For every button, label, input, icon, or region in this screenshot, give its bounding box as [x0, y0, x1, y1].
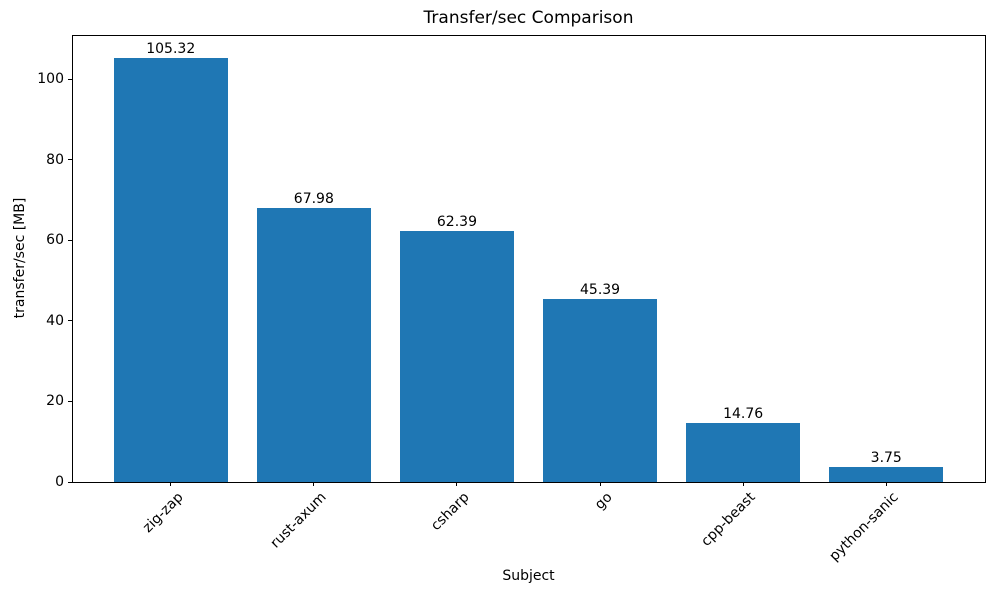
x-tick — [456, 482, 458, 486]
y-tick-label: 40 — [46, 312, 64, 329]
bar — [829, 466, 944, 482]
y-axis-title: transfer/sec [MB] — [12, 197, 28, 319]
x-tick-label: rust-axum — [267, 489, 330, 552]
x-tick — [313, 482, 315, 486]
bar — [686, 422, 801, 482]
x-tick-label: go — [591, 489, 616, 513]
bar — [543, 299, 658, 482]
bar — [399, 230, 514, 482]
x-tick-label: cpp-beast — [698, 489, 759, 550]
chart-title: Transfer/sec Comparison — [423, 8, 634, 28]
x-axis-title: Subject — [502, 568, 555, 584]
y-tick-label: 100 — [37, 71, 64, 88]
y-tick — [68, 159, 72, 161]
y-tick — [68, 481, 72, 483]
bar-value-label: 14.76 — [723, 405, 764, 422]
y-tick-label: 60 — [46, 232, 64, 249]
x-tick-label: zig-zap — [139, 489, 187, 536]
x-tick — [742, 482, 744, 486]
bar-value-label: 67.98 — [293, 191, 334, 208]
x-tick — [599, 482, 601, 486]
bar-value-label: 3.75 — [870, 449, 902, 466]
x-tick — [170, 482, 172, 486]
y-tick — [68, 78, 72, 80]
y-tick-label: 80 — [46, 151, 64, 168]
y-tick-label: 0 — [55, 474, 64, 490]
y-tick — [68, 320, 72, 322]
bar-value-label: 105.32 — [146, 40, 196, 57]
y-tick — [68, 239, 72, 241]
bar — [256, 208, 371, 482]
x-tick-label: python-sanic — [826, 489, 902, 565]
bar-value-label: 62.39 — [436, 213, 477, 230]
x-tick — [885, 482, 887, 486]
x-tick-label: csharp — [427, 489, 473, 534]
y-tick-label: 20 — [46, 393, 64, 410]
y-tick — [68, 400, 72, 402]
bar-value-label: 45.39 — [580, 282, 621, 299]
bar — [113, 57, 228, 482]
